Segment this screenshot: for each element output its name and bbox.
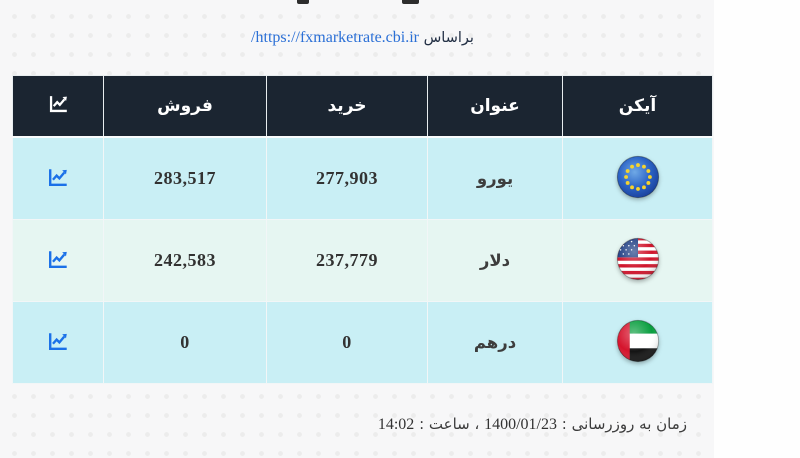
flag-cell	[562, 301, 713, 384]
table-row-euro: یورو 277,903 283,517	[12, 136, 713, 220]
chart-link-euro[interactable]	[47, 166, 69, 188]
flag-cell	[562, 219, 713, 302]
us-flag-icon	[616, 237, 660, 281]
chart-line-icon	[47, 250, 69, 274]
uae-flag-icon	[616, 319, 660, 363]
clipped-heading-fragment	[402, 0, 419, 4]
clipped-heading-fragment	[297, 0, 309, 4]
chart-line-icon	[47, 332, 69, 356]
source-line: براساس https://fxmarketrate.cbi.ir/	[12, 28, 713, 48]
header-title-column: عنوان	[427, 75, 563, 138]
source-url-link[interactable]: https://fxmarketrate.cbi.ir/	[251, 29, 419, 46]
update-date-value: 1400/01/23	[484, 416, 557, 433]
chart-cell	[12, 136, 104, 220]
update-time-line: زمان به روزرسانی : 1400/01/23 ، ساعت : 1…	[12, 415, 713, 434]
sell-value: 0	[103, 301, 267, 384]
chart-link-dirham[interactable]	[47, 330, 69, 352]
update-time-label: ، ساعت :	[419, 415, 480, 433]
right-margin-area	[714, 0, 800, 458]
buy-value: 237,779	[266, 219, 428, 302]
source-prefix-label: براساس	[423, 30, 474, 46]
update-time-value: 14:02	[377, 416, 415, 433]
header-chart-column	[12, 75, 104, 138]
rates-table: آیکن عنوان خرید فروش	[12, 75, 713, 384]
eu-flag-icon	[616, 155, 660, 199]
chart-cell	[12, 219, 104, 302]
currency-title: دلار	[427, 219, 563, 302]
buy-value: 277,903	[266, 136, 428, 220]
buy-value: 0	[266, 301, 428, 384]
chart-line-icon	[48, 96, 69, 119]
chart-line-icon	[47, 168, 69, 192]
chart-cell	[12, 301, 104, 384]
currency-title: درهم	[427, 301, 563, 384]
currency-title: یورو	[427, 136, 563, 220]
table-row-dollar: دلار 237,779 242,583	[12, 219, 713, 302]
header-sell-column: فروش	[103, 75, 267, 138]
chart-link-dollar[interactable]	[47, 248, 69, 270]
header-buy-column: خرید	[266, 75, 428, 138]
flag-cell	[562, 136, 713, 220]
sell-value: 242,583	[103, 219, 267, 302]
main-content: براساس https://fxmarketrate.cbi.ir/ آیکن…	[12, 0, 713, 434]
header-icon-column: آیکن	[562, 75, 713, 138]
update-date-label: زمان به روزرسانی :	[561, 415, 687, 433]
header-row: آیکن عنوان خرید فروش	[12, 75, 713, 138]
table-row-dirham: درهم 0 0	[12, 301, 713, 384]
sell-value: 283,517	[103, 136, 267, 220]
